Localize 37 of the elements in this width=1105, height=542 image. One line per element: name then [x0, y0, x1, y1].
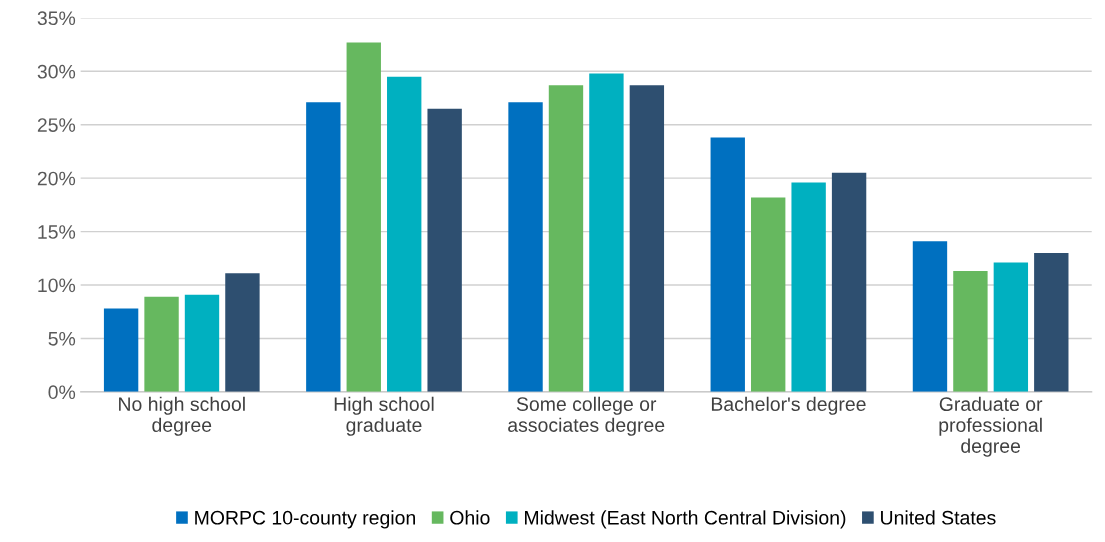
legend-label: MORPC 10-county region: [195, 510, 415, 529]
bar: [306, 102, 341, 392]
bar: [791, 182, 826, 392]
bar: [548, 85, 584, 392]
y-tick-label: 10%: [38, 278, 76, 293]
legend-label: Midwest (East North Central Division): [525, 510, 846, 529]
bar: [427, 108, 462, 392]
legend-label: Ohio: [450, 510, 490, 525]
y-tick-label: 25%: [37, 118, 76, 132]
bar: [508, 102, 543, 392]
x-tick-label: High school graduate: [334, 396, 434, 436]
bar: [953, 271, 988, 392]
x-tick-label: Graduate or professional degree: [939, 396, 1043, 457]
bar: [629, 85, 665, 392]
y-tick-label: 30%: [37, 64, 76, 79]
y-tick-label: 0%: [48, 385, 76, 400]
bar: [144, 296, 179, 392]
y-tick-label: 5%: [48, 331, 76, 346]
y-tick-label: 35%: [37, 11, 76, 26]
bar: [710, 137, 745, 392]
y-tick-label: 15%: [38, 225, 76, 239]
bar: [589, 73, 624, 392]
bar: [387, 76, 422, 392]
bar: [831, 172, 867, 392]
bar: [184, 294, 220, 392]
legend-label: United States: [881, 510, 996, 525]
bar: [993, 262, 1029, 392]
x-tick-label: No high school degree: [119, 396, 245, 436]
bar: [346, 42, 381, 392]
bar: [751, 197, 786, 392]
bar: [225, 273, 260, 392]
y-tick-label: 20%: [37, 171, 76, 186]
bar: [1034, 252, 1069, 392]
x-tick-label: Some college or associates degree: [508, 396, 665, 436]
bar: [103, 308, 139, 392]
bar: [912, 241, 948, 392]
x-tick-label: Bachelor's degree: [711, 396, 866, 415]
